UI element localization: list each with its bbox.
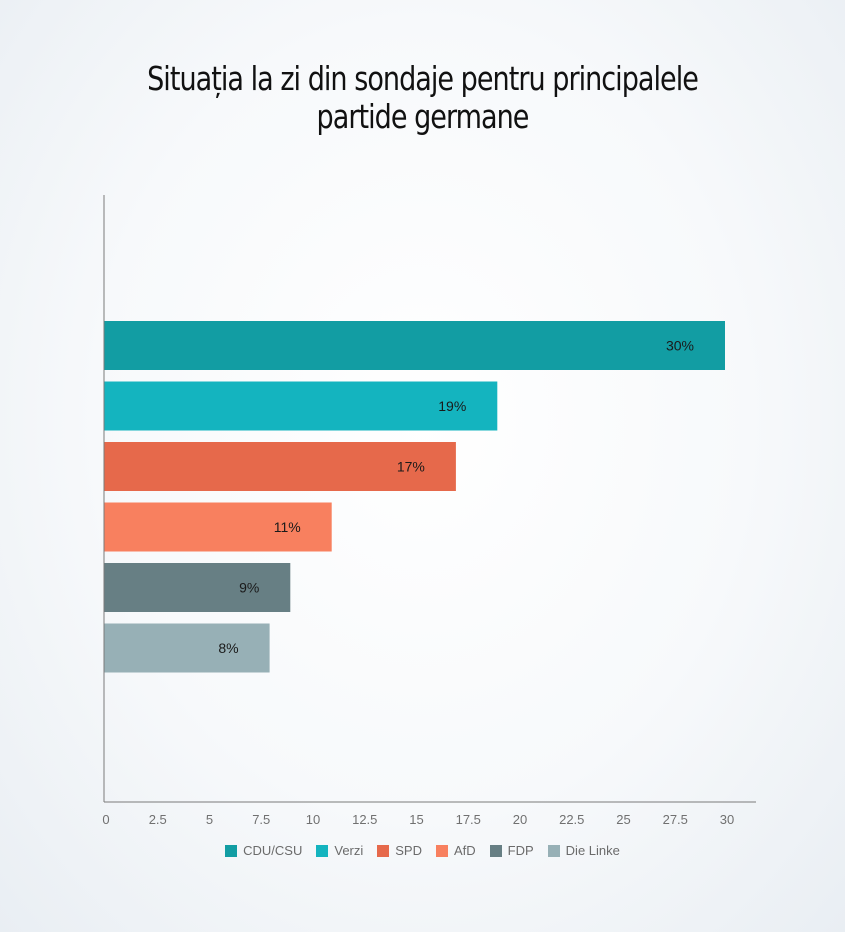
- x-tick-labels: 0 2.5 5 7.5 10 12.5 15 17.5 20 22.5 25 27.5 30: [102, 812, 734, 827]
- axes-group: [103, 195, 756, 803]
- x-tick-label: 25: [616, 812, 630, 827]
- bar-afd: [104, 502, 332, 552]
- x-tick-label: 20: [513, 812, 527, 827]
- bar-value-label: 30%: [666, 338, 694, 354]
- x-tick-label: 2.5: [149, 812, 167, 827]
- legend-swatch: [316, 844, 329, 857]
- chart-title-line-2: partide germane: [316, 97, 530, 136]
- bar-verzi: [104, 381, 498, 431]
- legend-item[interactable]: Die Linke: [547, 843, 620, 858]
- chart-title: Situația la zi din sondaje pentru princi…: [76, 60, 769, 136]
- x-tick-label: 27.5: [663, 812, 688, 827]
- bar-cdu-csu: [104, 321, 725, 370]
- bars-group: 30% 19% 17% 11% 9% 8%: [104, 321, 725, 673]
- chart-title-line-1: Situația la zi din sondaje pentru princi…: [147, 59, 699, 98]
- legend-item[interactable]: SPD: [377, 843, 422, 858]
- x-tick-label: 7.5: [252, 812, 270, 827]
- legend-swatch: [225, 844, 238, 857]
- x-tick-label: 22.5: [559, 812, 584, 827]
- legend-label: Die Linke: [565, 843, 620, 858]
- x-tick-label: 0: [102, 812, 109, 827]
- x-tick-label: 17.5: [456, 812, 481, 827]
- bar-value-label: 17%: [397, 459, 425, 475]
- legend-label: SPD: [395, 843, 422, 858]
- x-tick-label: 30: [720, 812, 734, 827]
- legend-label: AfD: [454, 843, 476, 858]
- bar-die-linke: [104, 623, 270, 673]
- legend-swatch: [377, 844, 390, 857]
- legend-item[interactable]: AfD: [436, 843, 476, 858]
- legend-label: FDP: [507, 843, 534, 858]
- x-tick-label: 15: [409, 812, 423, 827]
- bar-value-label: 19%: [438, 398, 466, 414]
- x-tick-label: 10: [306, 812, 320, 827]
- x-tick-label: 5: [206, 812, 213, 827]
- legend-swatch: [436, 844, 448, 857]
- legend-item[interactable]: FDP: [489, 843, 534, 858]
- legend-label: CDU/CSU: [243, 843, 303, 858]
- x-tick-label: 12.5: [352, 812, 377, 827]
- chart-legend: CDU/CSU Verzi SPD AfD FDP Die Linke: [0, 843, 845, 858]
- bar-spd: [104, 442, 456, 491]
- legend-swatch: [547, 844, 560, 857]
- legend-item[interactable]: CDU/CSU: [225, 843, 302, 858]
- bar-value-label: 8%: [218, 640, 238, 656]
- legend-item[interactable]: Verzi: [316, 843, 363, 858]
- bar-fdp: [104, 563, 291, 612]
- legend-swatch: [489, 844, 502, 857]
- bar-value-label: 11%: [274, 519, 301, 535]
- bar-value-label: 9%: [239, 580, 259, 596]
- legend-label: Verzi: [334, 843, 364, 858]
